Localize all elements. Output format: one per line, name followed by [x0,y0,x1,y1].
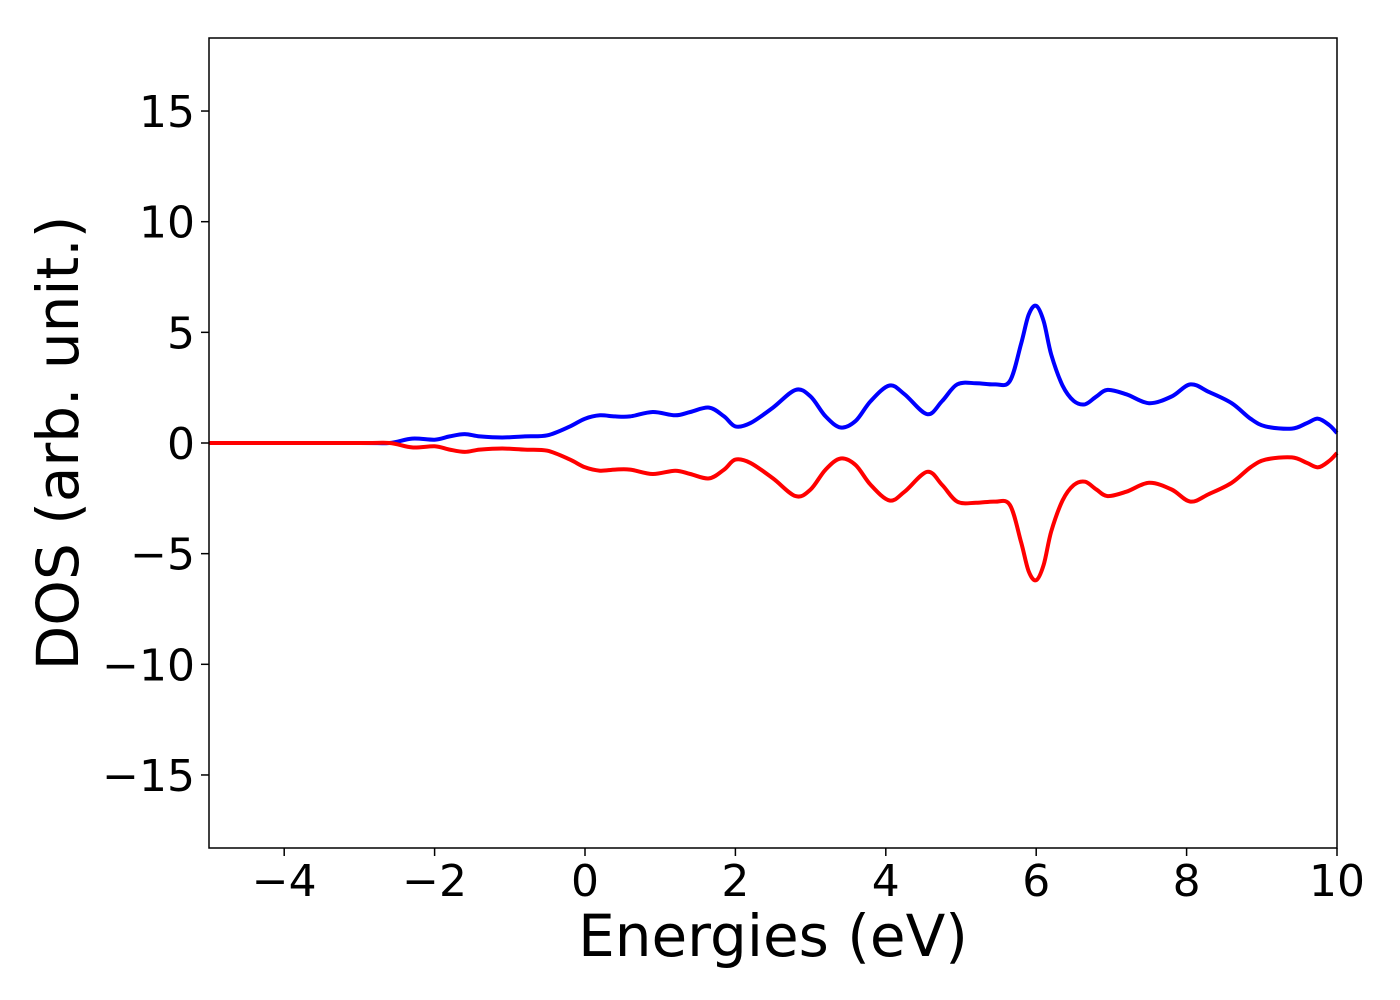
y-tick-label: −15 [102,751,195,802]
x-tick-label: 2 [721,856,749,907]
y-axis-label: DOS (arb. unit.) [24,216,92,671]
y-tick-label: 10 [139,198,195,249]
x-axis-label: Energies (eV) [578,902,968,970]
x-tick-label: 4 [872,856,900,907]
y-tick-label: 5 [167,308,195,359]
x-tick-label: 10 [1309,856,1365,907]
y-tick-label: 15 [139,87,195,138]
x-axis-ticks: −4 −2 0 2 4 6 8 10 [252,848,1365,907]
series-lines [209,303,1339,583]
series-line-1 [209,303,1339,446]
y-tick-label: −10 [102,640,195,691]
y-tick-label: 0 [167,419,195,470]
x-tick-label: 6 [1022,856,1050,907]
x-tick-label: 0 [571,856,599,907]
series-line-2 [209,440,1339,583]
y-axis-ticks: −15 −10 −5 0 5 10 15 [102,87,209,802]
x-tick-label: −2 [402,856,467,907]
x-tick-label: 8 [1173,856,1201,907]
x-tick-label: −4 [252,856,317,907]
y-tick-label: −5 [130,530,195,581]
